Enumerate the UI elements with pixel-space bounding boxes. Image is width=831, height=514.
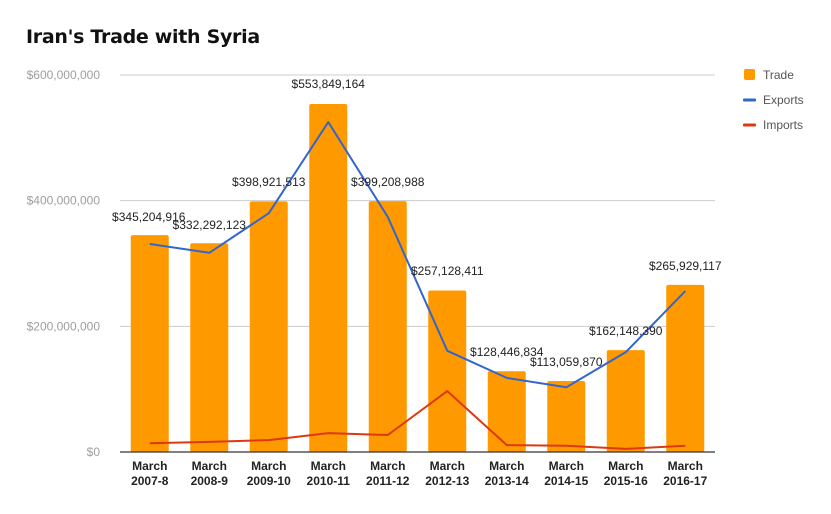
bar-trade xyxy=(487,371,526,452)
legend-swatch-trade xyxy=(744,69,755,80)
bar-trade xyxy=(309,103,348,452)
y-tick-label: $400,000,000 xyxy=(27,194,101,208)
legend: Trade Exports Imports xyxy=(743,68,804,132)
data-label: $398,921,513 xyxy=(232,175,306,189)
line-series xyxy=(149,121,687,450)
chart-title: Iran's Trade with Syria xyxy=(26,26,260,48)
x-tick-label: March 2008-9 xyxy=(191,459,229,488)
legend-swatch-exports xyxy=(743,98,756,102)
x-axis: March 2007-8 March 2008-9 March 2009-10 March 2… xyxy=(120,451,715,488)
data-label: $257,128,411 xyxy=(411,264,484,278)
y-axis: $0 $200,000,000 $400,000,000 $600,000,000 xyxy=(27,68,101,459)
data-label: $162,148,390 xyxy=(589,324,663,338)
data-label: $399,208,988 xyxy=(351,175,425,189)
data-label: $113,059,870 xyxy=(530,355,603,369)
legend-swatch-imports xyxy=(743,123,756,127)
legend-label: Imports xyxy=(763,118,803,132)
bar-trade xyxy=(130,235,169,452)
y-tick-label: $0 xyxy=(87,445,101,459)
data-label: $128,446,834 xyxy=(470,345,544,359)
x-tick-label: March 2014-15 xyxy=(544,459,588,488)
legend-label: Trade xyxy=(763,68,794,82)
x-tick-label: March 2012-13 xyxy=(425,459,469,488)
data-label: $553,849,164 xyxy=(292,77,366,91)
x-tick-label: March 2011-12 xyxy=(366,459,410,488)
data-label: $265,929,117 xyxy=(649,259,722,273)
y-tick-label: $200,000,000 xyxy=(27,319,101,333)
bar-trade xyxy=(606,350,645,452)
line-imports xyxy=(149,390,686,450)
x-tick-label: March 2015-16 xyxy=(604,459,648,488)
bar-trade xyxy=(249,201,288,452)
bar-trade xyxy=(428,290,467,452)
y-tick-label: $600,000,000 xyxy=(27,68,101,82)
bar-trade xyxy=(666,284,705,452)
bar-trade xyxy=(547,380,586,452)
x-tick-label: March 2013-14 xyxy=(485,459,529,488)
bar-trade xyxy=(368,201,407,452)
legend-label: Exports xyxy=(763,93,804,107)
x-tick-label: March 2016-17 xyxy=(663,459,707,488)
data-label: $345,204,916 xyxy=(112,210,186,224)
x-tick-label: March 2007-8 xyxy=(131,459,169,488)
bar-trade xyxy=(190,243,229,452)
line-exports xyxy=(149,121,687,389)
x-tick-label: March 2010-11 xyxy=(307,459,351,488)
data-labels: $345,204,916$332,292,123 $398,921,513 $553… xyxy=(112,77,722,369)
x-tick-label: March 2009-10 xyxy=(247,459,291,488)
data-label: $332,292,123 xyxy=(173,218,247,232)
